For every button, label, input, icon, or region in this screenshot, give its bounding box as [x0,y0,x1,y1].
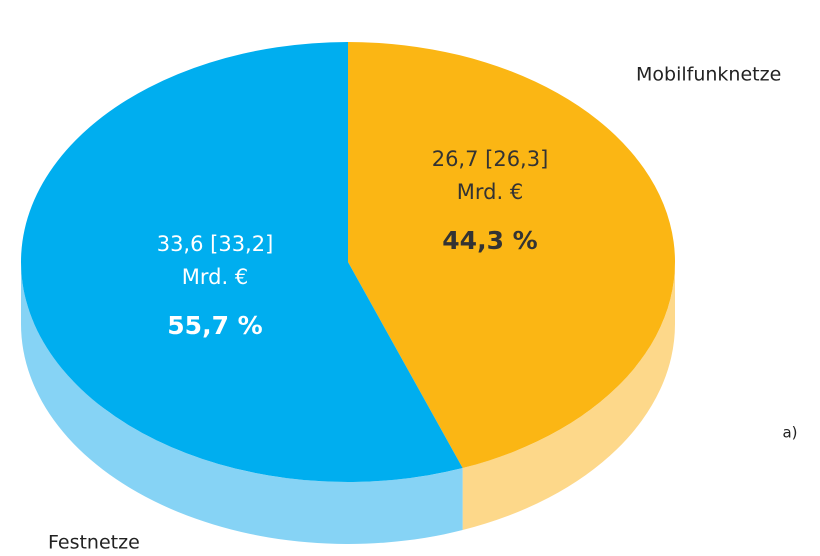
amount-label: 33,6 [33,2] [157,232,274,256]
value-label: 44,3 % [442,226,537,255]
category-label: Festnetze [48,532,140,554]
slice-side [21,262,463,544]
slice [20,42,463,483]
unit-label: Mrd. € [457,180,523,204]
slice-side [462,262,675,531]
unit-label: Mrd. € [182,265,248,289]
slice [348,42,675,469]
amount-label: 26,7 [26,3] [432,147,549,171]
value-label: 55,7 % [167,311,262,340]
category-label: Mobilfunknetze [636,64,781,86]
note: a) [782,424,797,442]
